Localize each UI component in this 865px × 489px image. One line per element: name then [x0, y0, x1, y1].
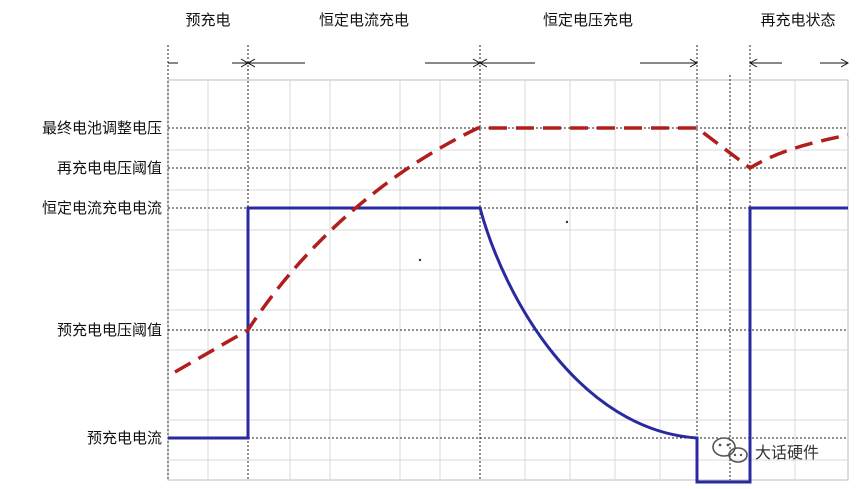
- level-label-cc-current: 恒定电流充电电流: [42, 199, 162, 217]
- chat-bubble-icon: [712, 437, 748, 463]
- level-label-precharge-current: 预充电电流: [87, 429, 162, 447]
- watermark-text: 大话硬件: [755, 443, 819, 462]
- stray-dot: [418, 258, 422, 262]
- phase-label-cv: 恒定电压充电: [543, 11, 633, 29]
- phase-label-precharge: 预充电: [185, 11, 230, 29]
- stray-dot: [565, 220, 569, 224]
- phase-arrows: [168, 58, 850, 68]
- current-curve: [168, 206, 848, 484]
- phase-label-cc: 恒定电流充电: [319, 11, 409, 29]
- plot-frame: [167, 79, 849, 481]
- phase-dividers: [167, 45, 751, 480]
- level-label-final-voltage: 最终电池调整电压: [42, 119, 162, 137]
- phase-label-recharge: 再充电状态: [760, 11, 835, 29]
- grid: [168, 80, 848, 480]
- voltage-curve: [174, 126, 849, 374]
- level-label-precharge-threshold: 预充电电压阈值: [57, 321, 162, 339]
- level-label-recharge-threshold: 再充电电压阈值: [57, 159, 162, 177]
- watermark: 大话硬件: [712, 437, 819, 463]
